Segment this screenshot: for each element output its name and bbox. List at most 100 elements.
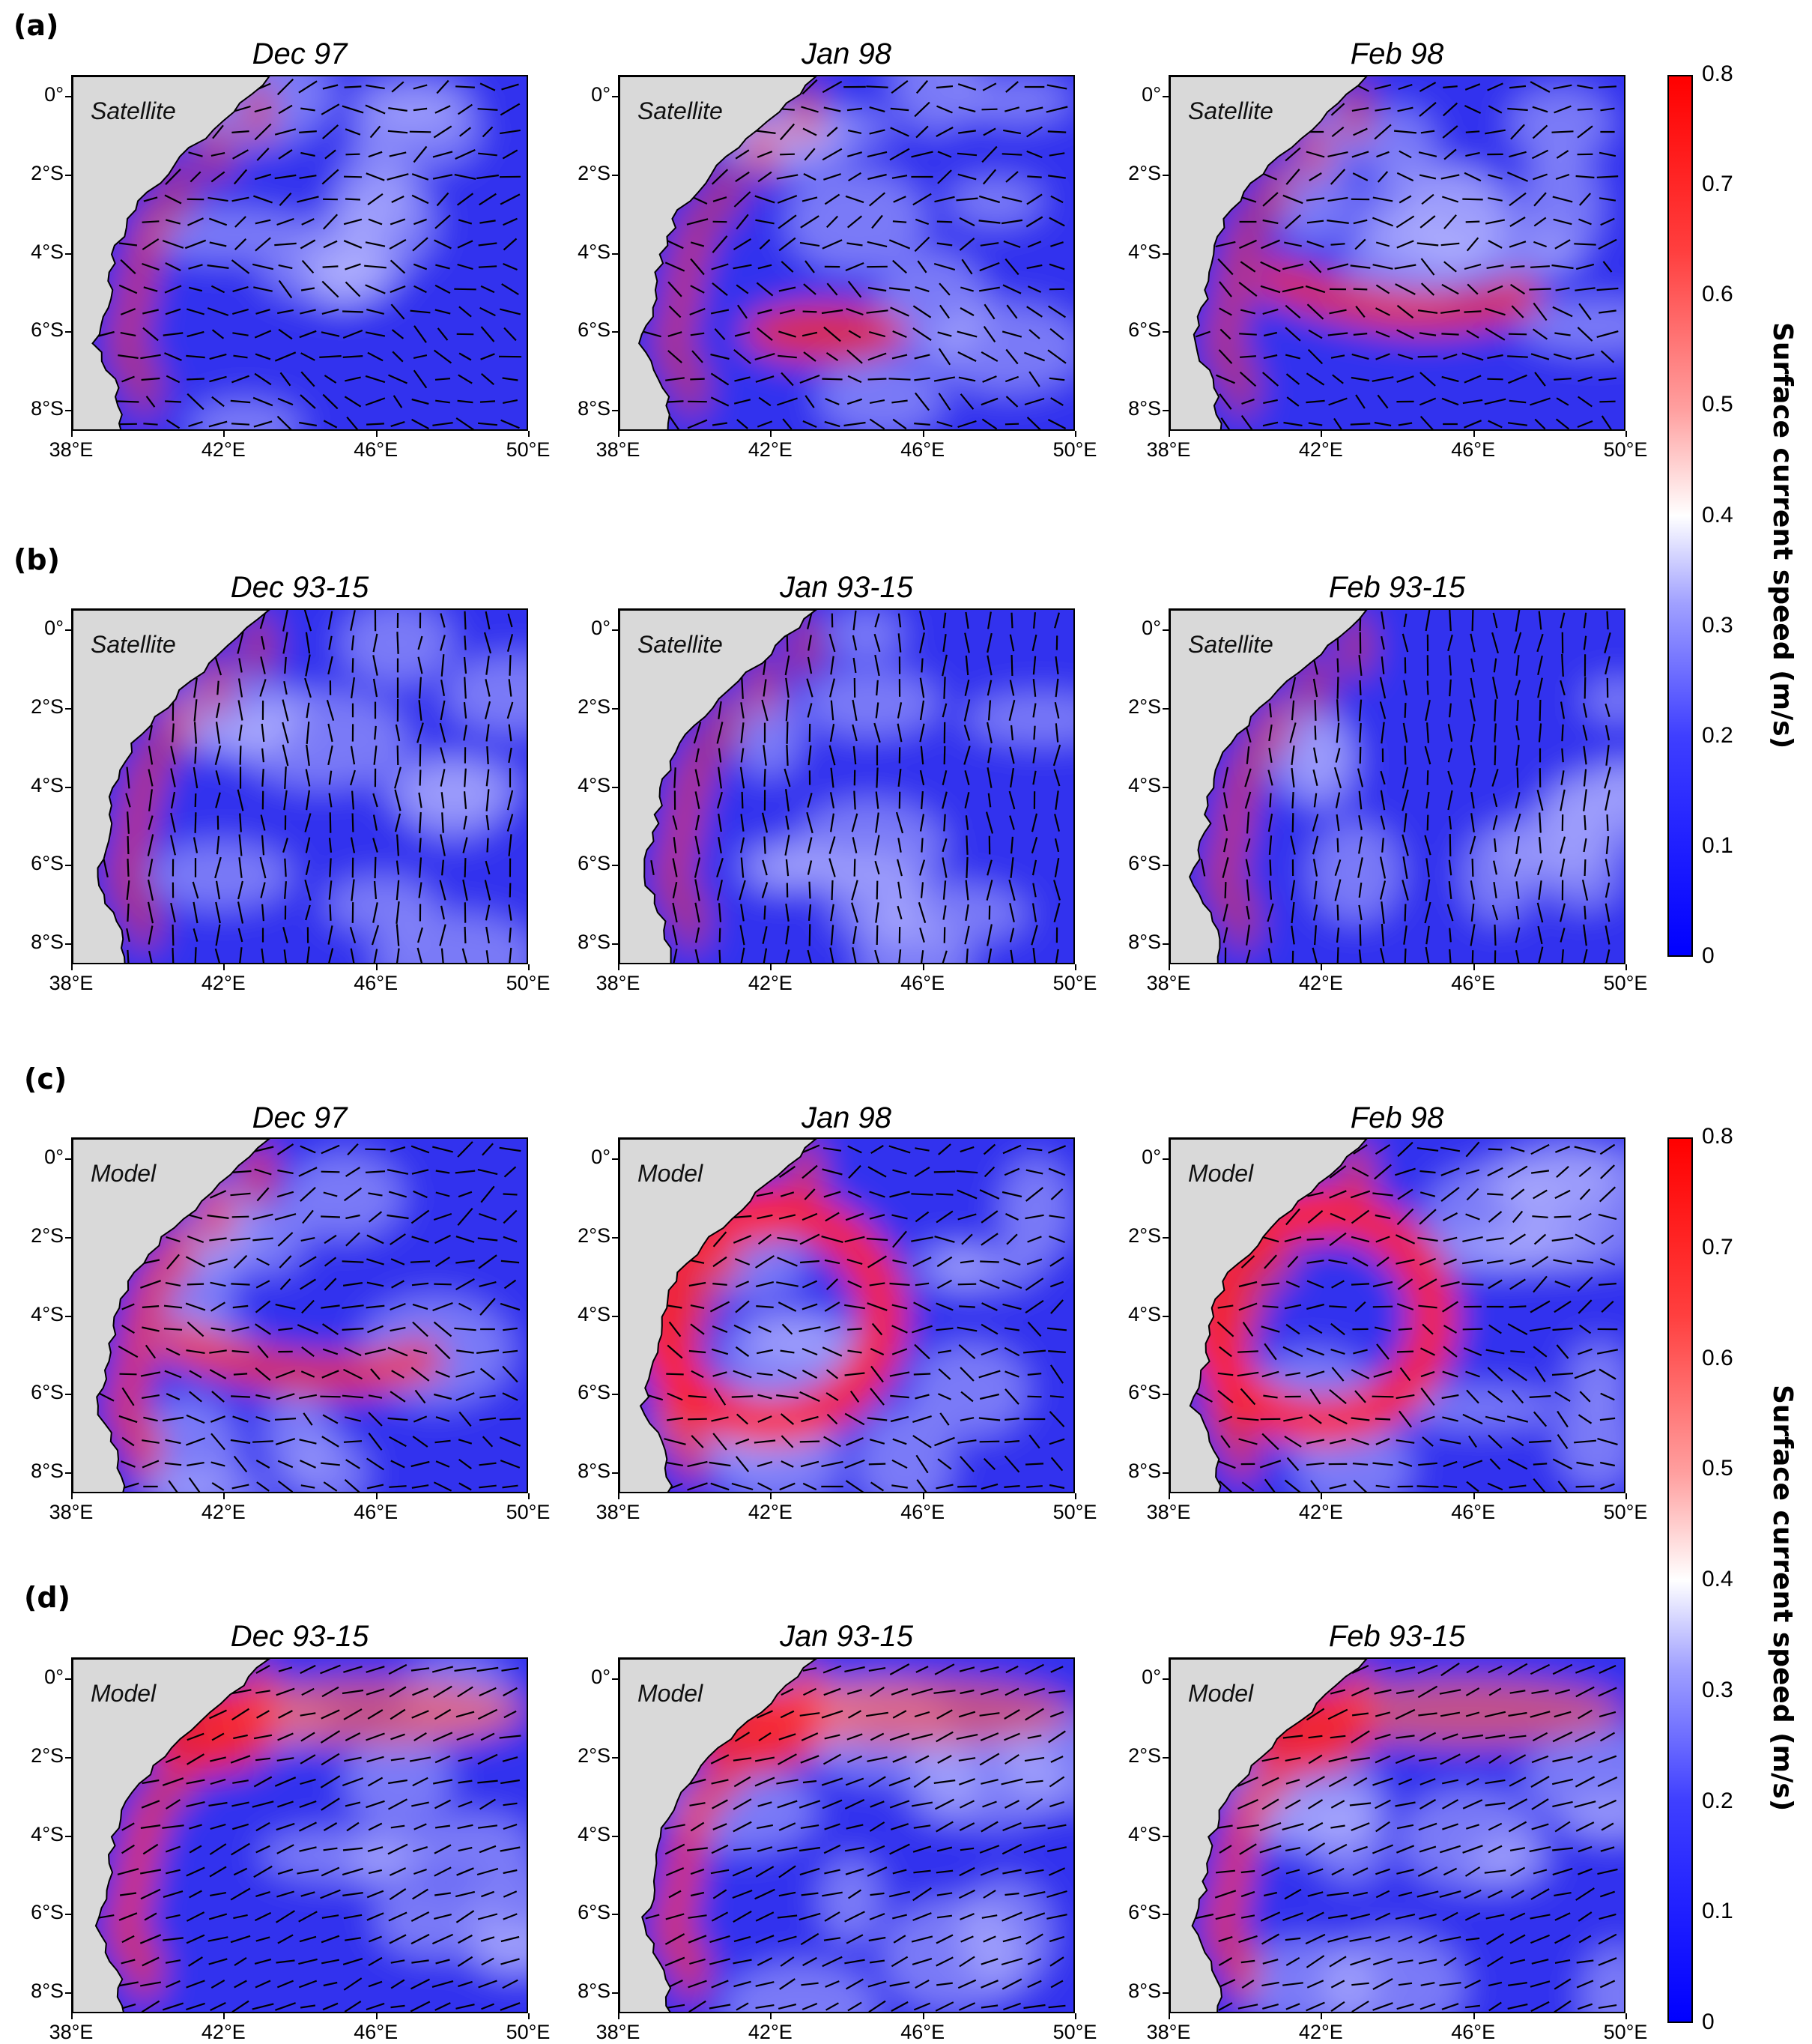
tick-mark <box>612 1836 618 1837</box>
longitude-tick-label: 42°E <box>1279 972 1362 995</box>
tick-mark <box>65 1757 71 1759</box>
tick-mark <box>223 964 225 970</box>
tick-mark <box>612 1757 618 1759</box>
tick-mark <box>65 943 71 945</box>
tick-mark <box>65 1678 71 1680</box>
tick-mark <box>1321 2013 1322 2019</box>
latitude-tick-label: 6°S <box>11 318 64 342</box>
longitude-tick-label: 38°E <box>577 2021 659 2044</box>
latitude-tick-label: 8°S <box>558 397 610 420</box>
longitude-tick-label: 42°E <box>729 972 811 995</box>
tick-mark <box>71 2013 73 2019</box>
latitude-tick-label: 6°S <box>11 1901 64 1924</box>
latitude-tick-label: 4°S <box>11 774 64 797</box>
data-source-label: Satellite <box>1188 97 1273 125</box>
colorbar-tick-label: 0.1 <box>1702 833 1733 859</box>
longitude-tick-label: 46°E <box>1432 1501 1515 1524</box>
tick-mark <box>65 1316 71 1317</box>
tick-mark <box>1075 431 1076 437</box>
current-map: Model <box>1169 1137 1625 1493</box>
colorbar-tick-label: 0.7 <box>1702 172 1733 197</box>
colorbar-tick-label: 0.4 <box>1702 503 1733 528</box>
latitude-tick-label: 2°S <box>1109 1224 1161 1248</box>
colorbar <box>1667 75 1693 957</box>
tick-mark <box>612 708 618 710</box>
tick-mark <box>65 331 71 333</box>
panel-group-label: (b) <box>13 543 60 576</box>
latitude-tick-label: 0° <box>1109 83 1161 106</box>
latitude-tick-label: 0° <box>1109 1666 1161 1689</box>
tick-mark <box>65 1158 71 1160</box>
longitude-tick-label: 42°E <box>729 438 811 462</box>
tick-mark <box>612 1158 618 1160</box>
longitude-tick-label: 46°E <box>1432 438 1515 462</box>
latitude-tick-label: 4°S <box>1109 1303 1161 1326</box>
latitude-tick-label: 8°S <box>11 1460 64 1483</box>
tick-mark <box>770 964 772 970</box>
tick-mark <box>1163 1316 1169 1317</box>
tick-mark <box>1169 431 1170 437</box>
speed-field <box>619 1139 1075 1493</box>
latitude-tick-label: 2°S <box>1109 1744 1161 1768</box>
panel-title: Jan 98 <box>618 1101 1075 1135</box>
tick-mark <box>1163 410 1169 411</box>
tick-mark <box>65 410 71 411</box>
latitude-tick-label: 2°S <box>558 695 610 719</box>
longitude-tick-label: 42°E <box>182 2021 264 2044</box>
current-map: Satellite <box>71 75 528 431</box>
longitude-tick-label: 50°E <box>1584 438 1667 462</box>
speed-field <box>619 76 1075 431</box>
speed-field <box>1170 76 1625 431</box>
colorbar-title: Surface current speed (m/s) <box>1767 322 1798 749</box>
tick-mark <box>1163 1992 1169 1994</box>
longitude-tick-label: 46°E <box>335 1501 417 1524</box>
current-map: Satellite <box>618 75 1075 431</box>
tick-mark <box>65 1914 71 1915</box>
tick-mark <box>71 1493 73 1499</box>
speed-field <box>619 1659 1075 2013</box>
current-map: Satellite <box>71 608 528 964</box>
colorbar-tick-label: 0.2 <box>1702 723 1733 749</box>
longitude-tick-label: 50°E <box>487 1501 569 1524</box>
panel-title: Jan 93-15 <box>618 571 1075 605</box>
tick-mark <box>1473 964 1475 970</box>
panel-title: Feb 98 <box>1169 1101 1625 1135</box>
latitude-tick-label: 2°S <box>11 695 64 719</box>
colorbar-tick-label: 0.2 <box>1702 1788 1733 1814</box>
latitude-tick-label: 8°S <box>1109 1460 1161 1483</box>
longitude-tick-label: 46°E <box>882 438 964 462</box>
tick-mark <box>1169 964 1170 970</box>
tick-mark <box>1321 964 1322 970</box>
latitude-tick-label: 6°S <box>11 1381 64 1404</box>
tick-mark <box>612 331 618 333</box>
latitude-tick-label: 8°S <box>1109 931 1161 954</box>
longitude-tick-label: 38°E <box>1127 1501 1210 1524</box>
tick-mark <box>618 2013 619 2019</box>
tick-mark <box>618 431 619 437</box>
colorbar-tick-label: 0.3 <box>1702 613 1733 638</box>
longitude-tick-label: 38°E <box>577 438 659 462</box>
longitude-tick-label: 38°E <box>30 438 112 462</box>
tick-mark <box>376 1493 378 1499</box>
latitude-tick-label: 6°S <box>558 852 610 875</box>
longitude-tick-label: 42°E <box>182 438 264 462</box>
tick-mark <box>1163 1158 1169 1160</box>
tick-mark <box>1163 1394 1169 1395</box>
tick-mark <box>65 1237 71 1239</box>
latitude-tick-label: 6°S <box>1109 318 1161 342</box>
latitude-tick-label: 4°S <box>11 241 64 264</box>
tick-mark <box>612 1914 618 1915</box>
tick-mark <box>1163 1678 1169 1680</box>
longitude-tick-label: 46°E <box>882 1501 964 1524</box>
tick-mark <box>65 1394 71 1395</box>
tick-mark <box>923 964 924 970</box>
longitude-tick-label: 42°E <box>182 1501 264 1524</box>
longitude-tick-label: 46°E <box>1432 2021 1515 2044</box>
latitude-tick-label: 2°S <box>11 162 64 185</box>
longitude-tick-label: 46°E <box>335 438 417 462</box>
panel-group-label: (d) <box>24 1581 70 1614</box>
tick-mark <box>1473 431 1475 437</box>
longitude-tick-label: 38°E <box>577 972 659 995</box>
tick-mark <box>1163 253 1169 255</box>
tick-mark <box>618 964 619 970</box>
